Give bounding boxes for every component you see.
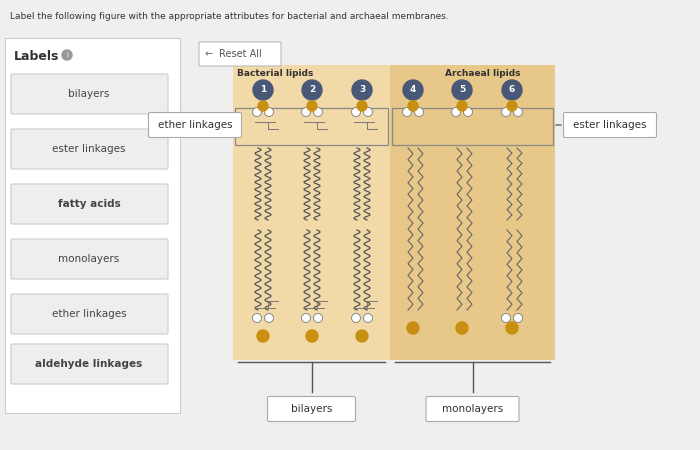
Circle shape [506,322,518,334]
Bar [5,38,180,413]
Circle shape [352,80,372,100]
Text: bilayers: bilayers [290,404,332,414]
Circle shape [265,108,274,117]
Bar [233,65,390,360]
Circle shape [253,80,273,100]
Circle shape [452,80,472,100]
Circle shape [414,108,424,117]
FancyBboxPatch shape [199,42,281,66]
Text: Labels: Labels [14,50,60,63]
Bar [392,108,553,145]
Circle shape [456,322,468,334]
Circle shape [258,101,268,111]
Circle shape [363,314,372,323]
Circle shape [363,108,372,117]
Text: 3: 3 [359,86,365,94]
Circle shape [402,108,412,117]
Circle shape [502,80,522,100]
Circle shape [314,108,323,117]
Circle shape [357,101,367,111]
Circle shape [351,108,360,117]
Text: Reset All: Reset All [218,49,261,59]
Text: fatty acids: fatty acids [57,199,120,209]
Circle shape [257,330,269,342]
Text: monolayers: monolayers [58,254,120,264]
Circle shape [351,314,360,323]
Text: ester linkages: ester linkages [52,144,126,154]
Text: Archaeal lipids: Archaeal lipids [445,69,521,78]
Circle shape [356,330,368,342]
Text: 5: 5 [459,86,465,94]
Circle shape [514,314,522,323]
Text: Bacterial lipids: Bacterial lipids [237,69,314,78]
Circle shape [452,108,461,117]
Circle shape [253,314,262,323]
Circle shape [501,108,510,117]
FancyBboxPatch shape [148,112,242,138]
Text: aldehyde linkages: aldehyde linkages [36,359,143,369]
FancyBboxPatch shape [11,344,168,384]
Circle shape [463,108,473,117]
Circle shape [307,101,317,111]
Circle shape [407,322,419,334]
Text: ether linkages: ether linkages [52,309,126,319]
Circle shape [408,101,418,111]
Text: i: i [66,52,68,58]
FancyBboxPatch shape [11,294,168,334]
FancyBboxPatch shape [267,396,356,422]
Circle shape [514,108,522,117]
Circle shape [507,101,517,111]
Bar [235,108,388,145]
Circle shape [302,314,311,323]
FancyBboxPatch shape [11,74,168,114]
Text: ester linkages: ester linkages [573,120,647,130]
Text: Label the following figure with the appropriate attributes for bacterial and arc: Label the following figure with the appr… [10,12,449,21]
Circle shape [302,80,322,100]
Circle shape [306,330,318,342]
Text: 6: 6 [509,86,515,94]
Circle shape [62,50,72,60]
FancyBboxPatch shape [426,396,519,422]
Text: monolayers: monolayers [442,404,503,414]
Circle shape [302,108,311,117]
FancyBboxPatch shape [11,129,168,169]
FancyBboxPatch shape [11,239,168,279]
Circle shape [265,314,274,323]
Circle shape [457,101,467,111]
Circle shape [403,80,423,100]
Bar [390,65,555,360]
FancyBboxPatch shape [11,184,168,224]
Circle shape [314,314,323,323]
Circle shape [253,108,262,117]
Circle shape [501,314,510,323]
FancyBboxPatch shape [564,112,657,138]
Text: ←: ← [205,49,213,59]
Text: bilayers: bilayers [69,89,110,99]
Text: 2: 2 [309,86,315,94]
Text: ether linkages: ether linkages [158,120,232,130]
Text: 1: 1 [260,86,266,94]
Text: 4: 4 [410,86,416,94]
